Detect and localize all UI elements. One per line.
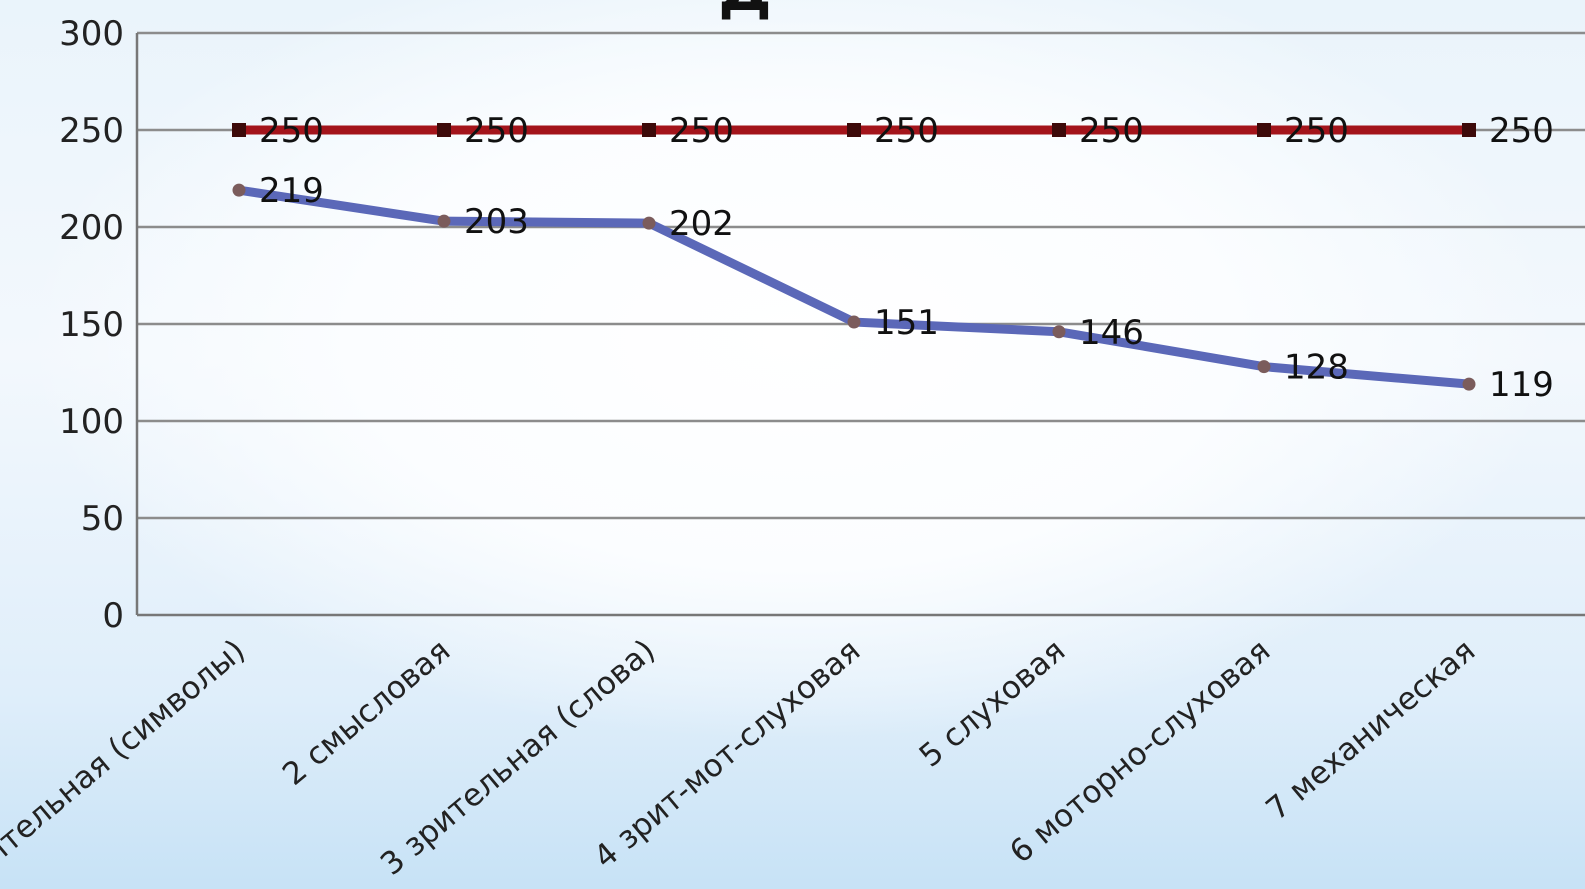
y-tick-label: 250 (59, 111, 124, 151)
data-label: 250 (669, 111, 734, 151)
y-axis-tick-labels: 0 50 100 150 200 250 300 (59, 14, 124, 636)
data-point (437, 123, 451, 137)
gridlines (137, 31, 1585, 520)
data-label: 128 (1284, 348, 1349, 388)
data-point (232, 123, 246, 137)
y-tick-label: 200 (59, 208, 124, 248)
data-label: 202 (669, 204, 734, 244)
x-category-label: 7 механическая (1259, 633, 1482, 828)
data-label: 250 (259, 111, 324, 151)
data-point (1257, 360, 1271, 374)
x-category-label: 2 смысловая (276, 633, 457, 793)
data-point (1052, 325, 1066, 339)
data-point (642, 123, 656, 137)
data-label: 250 (464, 111, 529, 151)
data-label: 250 (1489, 111, 1554, 151)
data-point (642, 216, 656, 230)
data-labels-layer: 250 250 250 250 250 250 250 219 203 202 151 146 128 1… (259, 111, 1554, 405)
data-label: 219 (259, 171, 324, 211)
data-label: 119 (1489, 365, 1554, 405)
y-tick-label: 100 (59, 402, 124, 442)
y-tick-label: 150 (59, 305, 124, 345)
data-label: 250 (1284, 111, 1349, 151)
series-layer (232, 123, 1476, 391)
data-point (1462, 123, 1476, 137)
x-category-label: 5 слуховая (913, 633, 1073, 775)
x-category-label: 1 зрительная (символы) (0, 633, 252, 889)
data-label: 250 (874, 111, 939, 151)
data-point (1257, 123, 1271, 137)
data-point (437, 214, 451, 228)
y-tick-label: 0 (102, 596, 124, 636)
data-label: 203 (464, 202, 529, 242)
data-point (232, 183, 246, 197)
data-label: 250 (1079, 111, 1144, 151)
data-label: 146 (1079, 313, 1144, 353)
y-tick-label: 300 (59, 14, 124, 54)
data-point (1052, 123, 1066, 137)
data-point (847, 315, 861, 329)
chart-title: Д (718, 0, 771, 25)
data-point (1462, 377, 1476, 391)
data-label: 151 (874, 303, 939, 343)
y-tick-label: 50 (81, 499, 124, 539)
data-point (847, 123, 861, 137)
